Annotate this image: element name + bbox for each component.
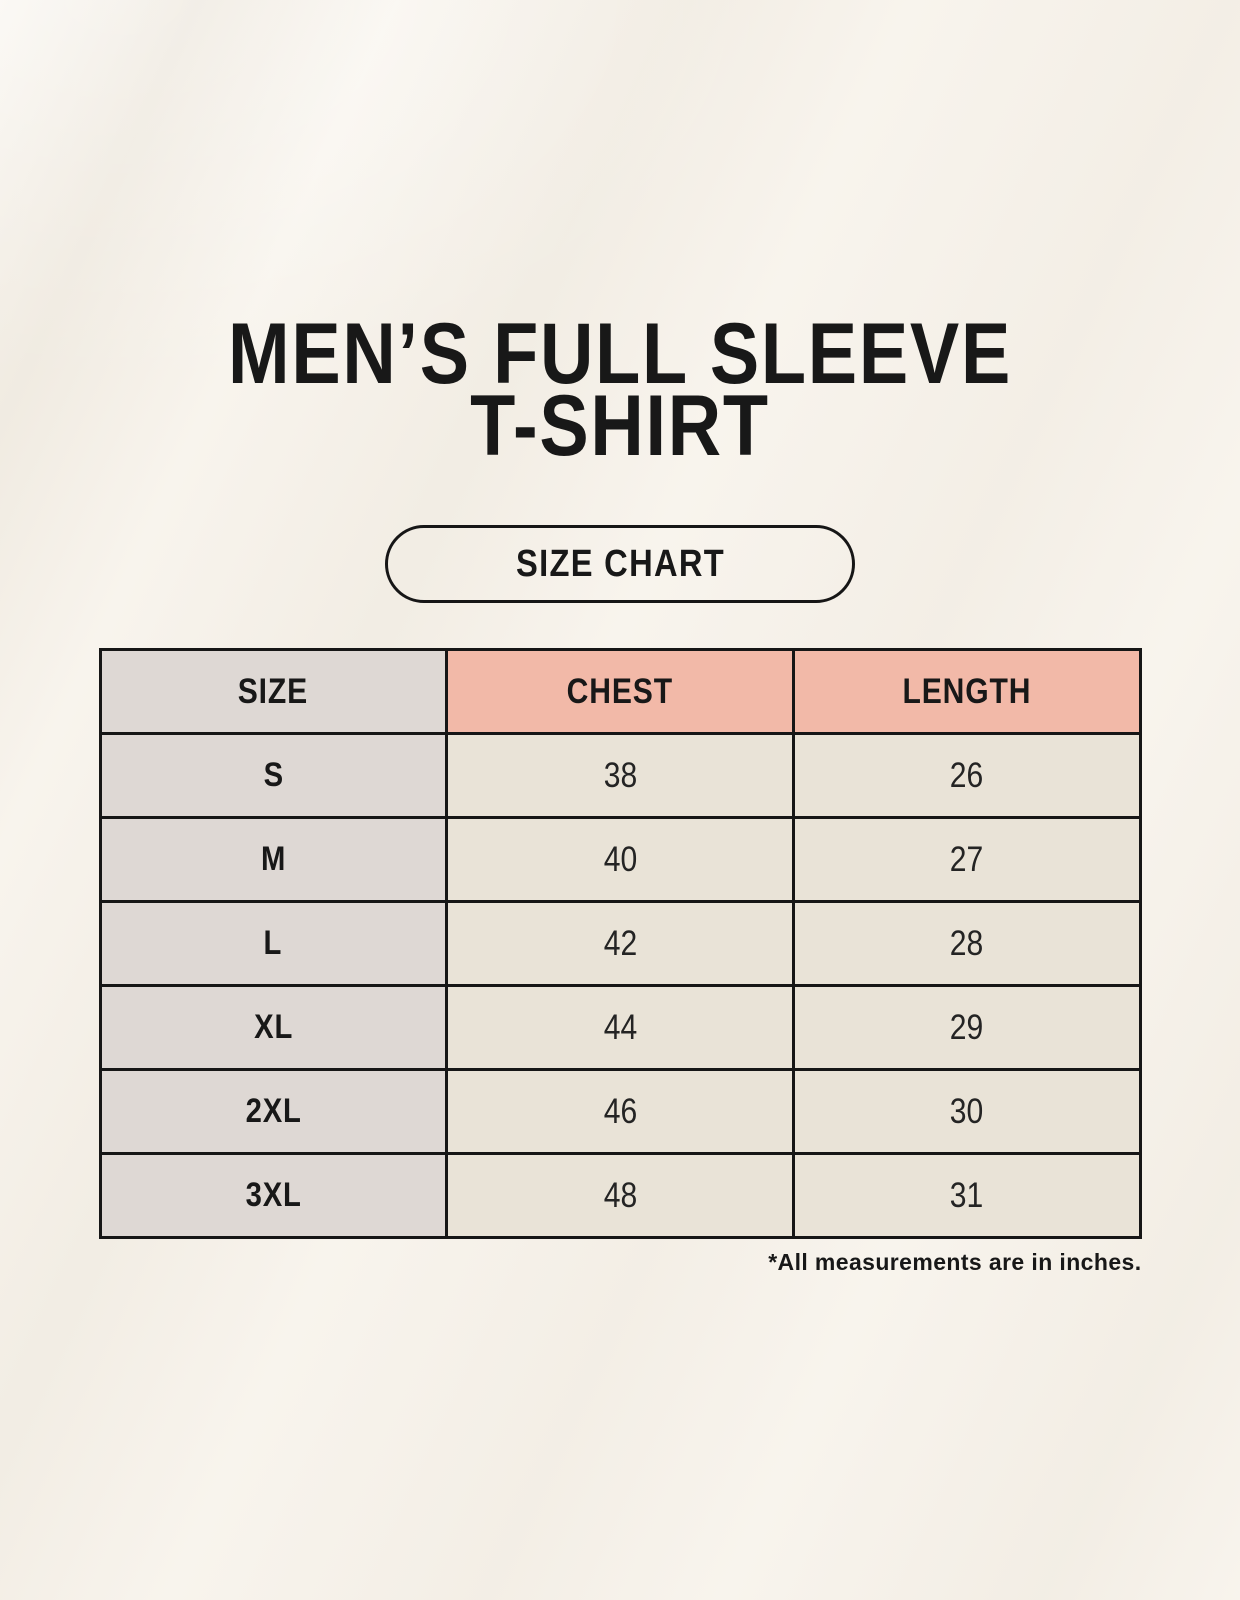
chest-cell: 44 (445, 984, 795, 1071)
length-cell: 26 (791, 732, 1142, 819)
length-value: 26 (949, 755, 984, 795)
size-cell: S (98, 732, 449, 819)
column-header-chest: CHEST (445, 648, 795, 735)
length-value: 30 (949, 1091, 984, 1131)
size-chart-table: SIZE CHEST LENGTH S 38 26 M 40 27 (98, 648, 1142, 1239)
size-value: L (263, 924, 283, 962)
chest-value: 46 (603, 1091, 637, 1131)
chest-value: 42 (603, 923, 637, 963)
length-cell: 30 (791, 1068, 1142, 1155)
length-value: 31 (949, 1175, 984, 1215)
size-value: M (260, 840, 286, 878)
size-cell: L (98, 900, 449, 987)
length-cell: 27 (791, 816, 1142, 903)
column-header-chest-label: CHEST (566, 671, 674, 711)
length-value: 29 (949, 1007, 984, 1047)
product-title: MEN’S FULL SLEEVE T-SHIRT (0, 306, 1240, 474)
product-title-line-1: MEN’S FULL SLEEVE (227, 306, 1012, 402)
chest-cell: 38 (445, 732, 795, 819)
length-value: 27 (949, 839, 984, 879)
length-value: 28 (949, 923, 984, 963)
chest-cell: 40 (445, 816, 795, 903)
chest-value: 44 (603, 1007, 637, 1047)
column-header-size-label: SIZE (238, 671, 309, 711)
length-cell: 31 (791, 1152, 1142, 1239)
size-value: S (263, 756, 284, 794)
size-cell: 3XL (98, 1152, 449, 1239)
table-row-s: S 38 26 (98, 732, 1142, 819)
chest-cell: 48 (445, 1152, 795, 1239)
table-row-3xl: 3XL 48 31 (98, 1152, 1142, 1239)
chest-value: 48 (603, 1175, 637, 1215)
size-cell: 2XL (98, 1068, 449, 1155)
length-cell: 28 (791, 900, 1142, 987)
length-cell: 29 (791, 984, 1142, 1071)
column-header-length-label: LENGTH (902, 671, 1032, 711)
table-header-row: SIZE CHEST LENGTH (98, 648, 1142, 735)
table-row-xl: XL 44 29 (98, 984, 1142, 1071)
table-row-l: L 42 28 (98, 900, 1142, 987)
size-chart-badge: SIZE CHART (385, 525, 855, 603)
table-row-m: M 40 27 (98, 816, 1142, 903)
chest-value: 38 (603, 755, 637, 795)
product-title-line-2: T-SHIRT (470, 378, 770, 474)
size-value: XL (253, 1008, 293, 1046)
column-header-size: SIZE (98, 648, 449, 735)
table-row-2xl: 2XL 46 30 (98, 1068, 1142, 1155)
chest-cell: 46 (445, 1068, 795, 1155)
size-value: 3XL (245, 1176, 302, 1214)
size-value: 2XL (245, 1092, 302, 1130)
column-header-length: LENGTH (791, 648, 1142, 735)
size-cell: XL (98, 984, 449, 1071)
size-chart-badge-label: SIZE CHART (515, 542, 725, 585)
chest-value: 40 (603, 839, 637, 879)
chest-cell: 42 (445, 900, 795, 987)
measurements-footnote: *All measurements are in inches. (768, 1249, 1142, 1275)
size-cell: M (98, 816, 449, 903)
